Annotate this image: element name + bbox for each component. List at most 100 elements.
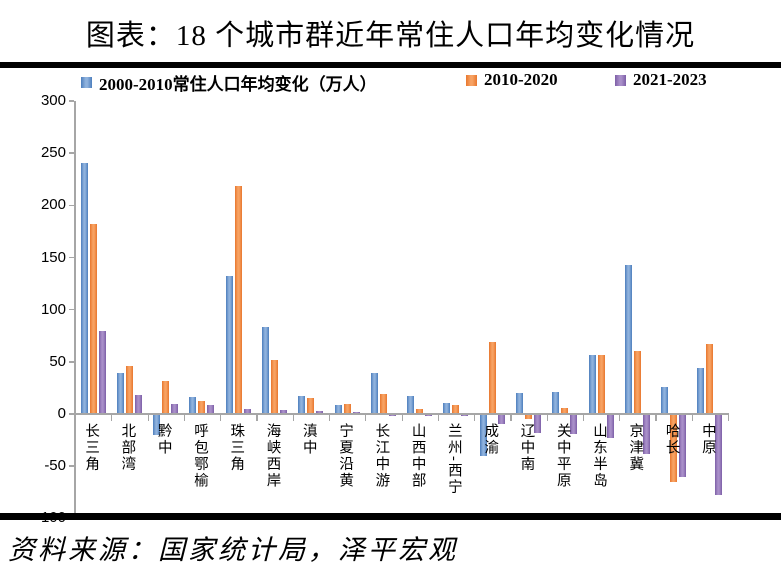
bar xyxy=(452,404,460,414)
bar xyxy=(334,404,342,414)
bar xyxy=(234,185,242,414)
x-axis-tick xyxy=(147,415,149,421)
x-axis-label: 呼包鄂榆 xyxy=(191,423,208,489)
bar xyxy=(515,393,523,414)
bar xyxy=(316,410,324,414)
x-axis-label: 京津冀 xyxy=(627,423,644,473)
bar xyxy=(570,414,578,434)
bar xyxy=(443,402,451,414)
x-axis-label: 滇中 xyxy=(300,423,317,456)
x-axis-tick xyxy=(619,415,621,421)
source-note: 资料来源：国家统计局，泽平宏观 xyxy=(8,535,458,565)
bar xyxy=(89,224,97,414)
bar xyxy=(479,414,487,456)
legend-item-2000-2010: 2000-2010常住人口年均变化（万人） xyxy=(81,70,377,95)
y-axis-tick-label: 50 xyxy=(49,352,66,370)
bottom-divider-rule xyxy=(0,513,781,520)
x-axis-tick xyxy=(474,415,476,421)
x-axis-tick xyxy=(691,415,693,421)
bar xyxy=(597,354,605,414)
y-axis-tick-label: -50 xyxy=(44,457,66,475)
bar xyxy=(642,414,650,454)
x-axis-label: 海峡西岸 xyxy=(264,423,281,489)
x-axis-tick xyxy=(728,415,730,421)
bar xyxy=(307,398,315,414)
bar xyxy=(280,409,288,414)
title-divider-rule xyxy=(0,62,781,68)
y-axis-tick-label: 100 xyxy=(40,300,66,318)
bar xyxy=(670,414,678,482)
bar xyxy=(706,344,714,414)
bar xyxy=(416,408,424,414)
x-axis-tick xyxy=(328,415,331,421)
bar xyxy=(624,264,632,414)
bar xyxy=(697,368,705,414)
x-axis-tick xyxy=(510,415,512,421)
x-axis-label: 兰州-西宁 xyxy=(445,423,462,496)
x-axis-tick xyxy=(220,415,222,421)
x-axis-tick xyxy=(655,415,657,421)
bar xyxy=(271,359,279,414)
x-axis-label: 成渝 xyxy=(482,423,499,456)
y-axis-tick xyxy=(69,465,74,467)
x-axis-label: 山东半岛 xyxy=(591,423,608,489)
bar xyxy=(715,414,723,496)
y-axis-tick-label: 250 xyxy=(40,144,66,162)
legend-item-2021-2023: 2021-2023 xyxy=(615,70,707,90)
bar xyxy=(198,401,206,414)
y-axis-tick xyxy=(69,308,74,311)
bar xyxy=(98,330,106,414)
bar xyxy=(134,395,142,414)
y-axis-tick xyxy=(69,361,74,363)
bar xyxy=(488,342,496,414)
x-axis-tick xyxy=(183,415,186,421)
y-axis-tick xyxy=(69,204,74,207)
bar xyxy=(189,397,197,414)
x-axis-tick xyxy=(111,415,113,421)
y-axis-line xyxy=(74,101,76,519)
bar xyxy=(162,380,170,414)
bar xyxy=(116,373,124,414)
x-axis-tick xyxy=(75,415,77,421)
bar xyxy=(679,414,687,477)
bar xyxy=(524,414,532,420)
y-axis-tick-label: 300 xyxy=(40,92,66,109)
bar xyxy=(552,392,560,414)
x-axis-label: 哈长 xyxy=(663,423,680,456)
bar xyxy=(561,407,569,414)
bar xyxy=(533,414,541,433)
x-axis-label: 北部湾 xyxy=(119,423,136,473)
x-axis-label: 关中平原 xyxy=(554,423,571,489)
legend-swatch-2010-2020-icon xyxy=(466,74,477,86)
chart-title: 图表：18 个城市群近年常住人口年均变化情况 xyxy=(85,20,696,52)
x-axis-tick xyxy=(437,415,439,421)
x-axis-label: 山西中部 xyxy=(409,423,426,489)
x-axis-tick xyxy=(365,415,367,421)
x-axis-tick xyxy=(546,415,548,421)
x-axis-label: 长江中游 xyxy=(373,423,390,489)
bar xyxy=(370,373,378,414)
bar xyxy=(497,414,505,425)
legend-label-2000-2010: 2000-2010常住人口年均变化（万人） xyxy=(99,75,377,94)
bar xyxy=(407,396,415,414)
bar xyxy=(352,411,360,414)
x-axis-label: 宁夏沿黄 xyxy=(337,423,354,489)
x-axis-label: 黔中 xyxy=(155,423,172,456)
x-axis-label: 中原 xyxy=(699,423,716,456)
bar xyxy=(588,354,596,414)
y-axis-tick xyxy=(69,413,74,415)
y-axis-tick xyxy=(69,256,74,259)
legend-label-2010-2020: 2010-2020 xyxy=(484,70,558,89)
y-axis-tick xyxy=(69,100,74,102)
bar xyxy=(225,276,233,414)
y-axis-tick-label: 0 xyxy=(57,405,66,422)
bar xyxy=(262,327,270,414)
y-axis-tick xyxy=(69,152,74,154)
y-axis-tick-label: 150 xyxy=(40,248,66,266)
legend-swatch-2021-2023-icon xyxy=(615,74,626,86)
x-axis-tick xyxy=(292,415,294,421)
bar xyxy=(379,394,387,414)
x-axis-line xyxy=(74,413,729,416)
y-axis-tick-label: 200 xyxy=(40,196,66,214)
